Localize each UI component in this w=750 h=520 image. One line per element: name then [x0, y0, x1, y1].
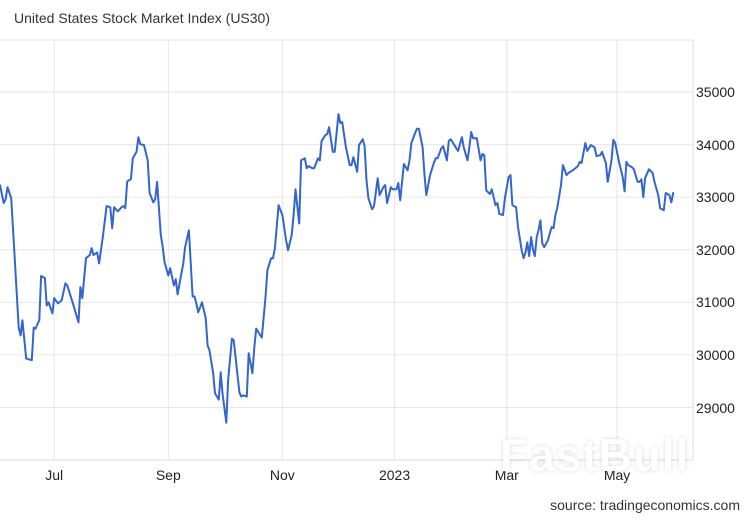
x-tick-label: Nov — [269, 467, 295, 483]
chart-title: United States Stock Market Index (US30) — [14, 10, 270, 26]
y-tick-label: 35000 — [696, 84, 735, 100]
x-tick-label: Jul — [45, 467, 64, 483]
y-tick-label: 33000 — [696, 189, 735, 206]
x-tick-label: 2023 — [378, 467, 411, 483]
y-tick-label: 30000 — [696, 346, 735, 363]
y-tick-label: 32000 — [696, 241, 735, 258]
y-tick-label: 34000 — [696, 136, 735, 153]
gridlines — [0, 40, 693, 460]
x-tick-label: Mar — [494, 467, 519, 483]
us30-series-line — [0, 113, 675, 424]
source-label: source: tradingeconomics.com — [550, 497, 740, 513]
y-tick-label: 31000 — [696, 294, 735, 311]
x-tick-label: Sep — [155, 467, 181, 483]
y-tick-label: 29000 — [696, 399, 735, 416]
x-tick-label: May — [603, 467, 631, 483]
fastbull-watermark: FastBull — [500, 429, 690, 481]
